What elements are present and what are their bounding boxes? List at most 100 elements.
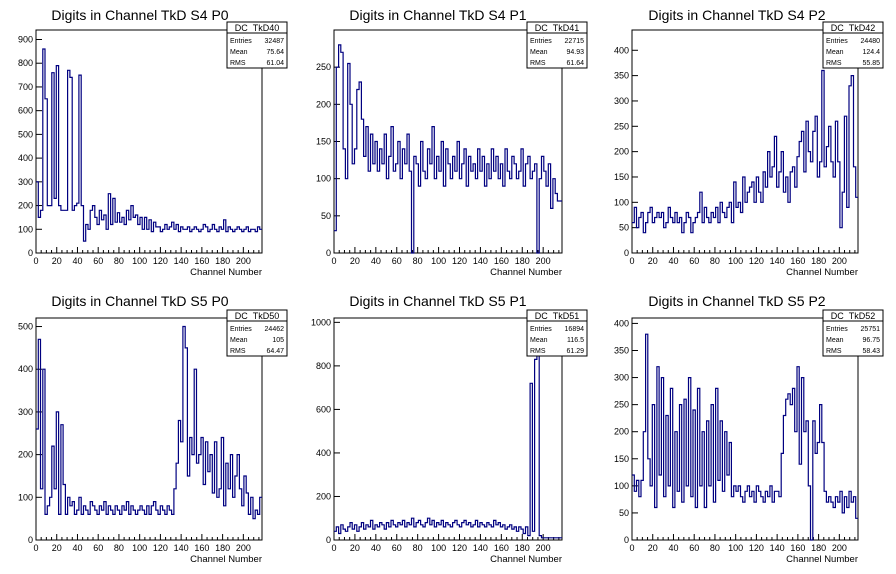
stats-box: DC_TkD50 Entries 24462 Mean 105 RMS 64.47 — [226, 309, 288, 357]
stats-label: Entries — [530, 38, 552, 45]
stats-value: 64.47 — [266, 348, 284, 355]
x-tick-label: 200 — [536, 543, 551, 553]
y-tick-label: 200 — [18, 201, 33, 211]
x-tick-label: 20 — [350, 543, 360, 553]
x-tick-label: 80 — [114, 543, 124, 553]
y-tick-label: 350 — [614, 71, 629, 81]
x-tick-label: 140 — [174, 256, 189, 266]
y-tick-label: 600 — [18, 106, 33, 116]
stats-box-name: DC_TkD42 — [831, 23, 876, 33]
x-tick-label: 60 — [93, 543, 103, 553]
x-tick-label: 120 — [153, 543, 168, 553]
x-tick-label: 200 — [236, 543, 251, 553]
x-tick-label: 60 — [93, 256, 103, 266]
x-tick-label: 60 — [392, 543, 402, 553]
x-axis-label: Channel Number — [490, 554, 562, 565]
y-tick-label: 50 — [321, 211, 331, 221]
y-tick-label: 100 — [18, 224, 33, 234]
stats-value: 96.75 — [862, 337, 880, 344]
y-tick-label: 700 — [18, 82, 33, 92]
histogram-series-line — [36, 48, 262, 242]
y-tick-label: 150 — [614, 454, 629, 464]
x-tick-label: 0 — [629, 543, 634, 553]
stats-box-name: DC_TkD51 — [535, 311, 580, 321]
x-tick-label: 40 — [371, 543, 381, 553]
y-tick-label: 0 — [28, 248, 33, 258]
x-tick-label: 180 — [515, 543, 530, 553]
x-tick-label: 40 — [371, 256, 381, 266]
x-tick-label: 160 — [194, 256, 209, 266]
stats-box-name: DC_TkD41 — [535, 23, 580, 33]
histogram-series-line — [36, 325, 262, 520]
y-tick-label: 0 — [326, 248, 331, 258]
stats-box: DC_TkD51 Entries 16894 Mean 116.5 RMS 61.29 — [526, 309, 588, 357]
x-axis-label: Channel Number — [786, 267, 858, 278]
chart-title: Digits in Channel TkD S5 P0 — [51, 293, 228, 309]
y-tick-label: 500 — [18, 322, 33, 332]
y-tick-label: 50 — [619, 223, 629, 233]
y-tick-label: 100 — [614, 197, 629, 207]
y-tick-label: 800 — [316, 361, 331, 371]
y-tick-label: 1000 — [311, 317, 331, 327]
y-tick-label: 0 — [624, 535, 629, 545]
x-tick-label: 20 — [648, 543, 658, 553]
y-tick-label: 100 — [18, 492, 33, 502]
histogram-pad-3: Digits in Channel TkD S4 P2 0 20 40 60 80 100 1… — [614, 7, 884, 278]
stats-label: Entries — [230, 38, 252, 45]
y-tick-label: 500 — [18, 129, 33, 139]
x-tick-label: 20 — [350, 256, 360, 266]
y-tick-label: 250 — [316, 62, 331, 72]
x-tick-label: 160 — [194, 543, 209, 553]
stats-label: Mean — [530, 337, 548, 344]
stats-value: 124.4 — [862, 49, 880, 56]
y-tick-label: 100 — [316, 174, 331, 184]
chart-title: Digits in Channel TkD S4 P1 — [349, 7, 526, 23]
x-tick-label: 0 — [331, 543, 336, 553]
x-tick-label: 160 — [790, 543, 805, 553]
stats-value: 94.93 — [566, 49, 584, 56]
y-tick-label: 300 — [614, 373, 629, 383]
x-tick-label: 60 — [689, 543, 699, 553]
x-tick-label: 200 — [832, 543, 847, 553]
y-tick-label: 250 — [614, 400, 629, 410]
stats-label: Mean — [230, 337, 248, 344]
stats-label: Entries — [826, 38, 848, 45]
x-tick-label: 60 — [689, 256, 699, 266]
stats-value: 32487 — [265, 38, 285, 45]
x-axis-label: Channel Number — [786, 554, 858, 565]
y-tick-label: 250 — [614, 121, 629, 131]
x-tick-label: 40 — [72, 543, 82, 553]
x-tick-label: 120 — [452, 543, 467, 553]
x-tick-label: 180 — [811, 543, 826, 553]
x-tick-label: 140 — [174, 543, 189, 553]
x-tick-label: 140 — [770, 256, 785, 266]
chart-title: Digits in Channel TkD S4 P0 — [51, 7, 228, 23]
x-tick-label: 120 — [452, 256, 467, 266]
x-tick-label: 200 — [536, 256, 551, 266]
stats-box: DC_TkD42 Entries 24480 Mean 124.4 RMS 55.85 — [822, 21, 884, 69]
y-tick-label: 400 — [18, 153, 33, 163]
y-tick-label: 200 — [316, 99, 331, 109]
stats-label: Entries — [826, 326, 848, 333]
x-tick-label: 0 — [629, 256, 634, 266]
x-tick-label: 20 — [648, 256, 658, 266]
y-tick-label: 200 — [316, 491, 331, 501]
stats-value: 24462 — [265, 326, 285, 333]
y-tick-label: 400 — [614, 45, 629, 55]
stats-label: RMS — [530, 348, 546, 355]
stats-value: 22715 — [565, 38, 585, 45]
x-tick-label: 180 — [215, 256, 230, 266]
x-tick-label: 0 — [33, 256, 38, 266]
y-tick-label: 50 — [619, 508, 629, 518]
x-tick-label: 80 — [413, 543, 423, 553]
stats-value: 61.64 — [566, 60, 584, 67]
stats-value: 16894 — [565, 326, 585, 333]
x-tick-label: 140 — [770, 543, 785, 553]
stats-label: Mean — [230, 49, 248, 56]
stats-label: RMS — [826, 60, 842, 67]
histogram-series-line — [632, 69, 858, 234]
stats-box-name: DC_TkD50 — [235, 311, 280, 321]
y-tick-label: 150 — [614, 172, 629, 182]
stats-label: RMS — [530, 60, 546, 67]
